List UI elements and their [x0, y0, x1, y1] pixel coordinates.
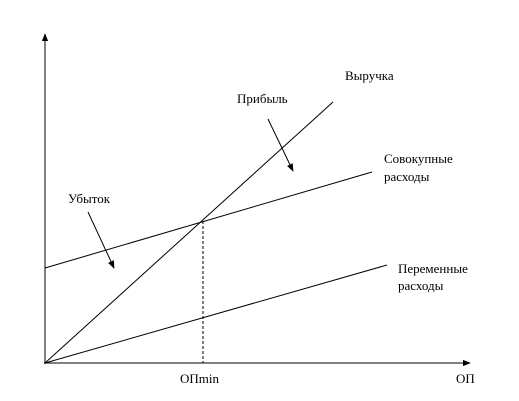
total-costs-label: расходы [384, 169, 430, 184]
profit-label: Прибыль [237, 91, 288, 106]
variable-costs-label: расходы [398, 278, 444, 293]
total-costs-line [44, 171, 373, 269]
variable-costs-label: Переменные [398, 261, 468, 276]
revenue-line [44, 101, 334, 364]
profit-arrow [267, 118, 294, 172]
loss-arrow [87, 211, 115, 269]
loss-label: Убыток [68, 191, 111, 206]
variable-costs-line [44, 264, 388, 364]
break-even-label: ОПmin [180, 371, 220, 386]
revenue-label: Выручка [345, 68, 394, 83]
total-costs-label: Совокупные [384, 151, 453, 166]
x-axis-label: ОП [456, 371, 475, 386]
